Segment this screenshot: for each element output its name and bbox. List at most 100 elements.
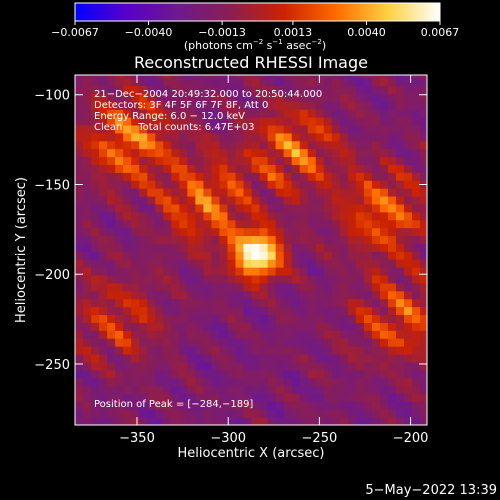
heatmap-cell [211, 235, 221, 244]
heatmap-cell [331, 211, 341, 221]
heatmap-cell [187, 195, 196, 205]
heatmap-cell [75, 93, 84, 102]
heatmap-cell [299, 314, 309, 323]
heatmap-cell [355, 243, 365, 252]
heatmap-cell [203, 369, 213, 379]
heatmap-cell [331, 409, 341, 418]
heatmap-cell [83, 251, 92, 260]
heatmap-cell [219, 132, 229, 142]
heatmap-cell [387, 409, 397, 418]
heatmap-cell [307, 235, 317, 244]
heatmap-cell [211, 259, 221, 268]
heatmap-cell [91, 85, 100, 94]
heatmap-cell [163, 109, 172, 118]
heatmap-cell [195, 219, 204, 229]
heatmap-cell [283, 148, 293, 158]
heatmap-cell [219, 117, 229, 126]
heatmap-cell [171, 75, 180, 79]
heatmap-cell [331, 298, 341, 308]
heatmap-cell [235, 180, 245, 189]
heatmap-cell [155, 117, 164, 126]
heatmap-cell [371, 180, 381, 189]
heatmap-cell [243, 377, 253, 387]
heatmap-cell [379, 117, 389, 126]
heatmap-cell [243, 180, 253, 189]
heatmap-cell [259, 401, 269, 410]
heatmap-cell [91, 211, 100, 221]
heatmap-cell [147, 369, 156, 379]
heatmap-cell [235, 377, 245, 387]
heatmap-cell [203, 164, 213, 173]
heatmap-cell [339, 282, 349, 292]
heatmap-cell [107, 282, 116, 292]
heatmap-cell [163, 101, 172, 110]
heatmap-cell [139, 101, 148, 110]
heatmap-cell [235, 85, 245, 94]
heatmap-cell [187, 330, 196, 339]
heatmap-cell [283, 401, 293, 410]
heatmap-cell [83, 109, 92, 118]
heatmap-cell [147, 338, 156, 347]
heatmap-cell [412, 346, 421, 355]
heatmap-cell [379, 259, 389, 268]
heatmap-cell [371, 361, 381, 371]
heatmap-cell [331, 385, 341, 395]
heatmap-cell [323, 259, 333, 268]
heatmap-cell [179, 140, 188, 150]
heatmap-cell [75, 140, 84, 150]
heatmap-cell [267, 203, 277, 213]
heatmap-cell [339, 401, 349, 410]
heatmap-cell [379, 338, 389, 347]
heatmap-cell [387, 385, 397, 395]
heatmap-cell [379, 274, 389, 284]
heatmap-cell [379, 211, 389, 221]
heatmap-cell [219, 156, 229, 165]
heatmap-cell [315, 156, 325, 165]
heatmap-cell [283, 93, 293, 102]
heatmap-cell [307, 401, 317, 410]
heatmap-cell [147, 282, 156, 292]
heatmap-cell [323, 251, 333, 260]
heatmap-cell [155, 401, 164, 410]
heatmap-cell [91, 259, 100, 268]
plot-frame [74, 74, 428, 426]
heatmap-cell [395, 306, 405, 316]
heatmap-cell [179, 85, 188, 94]
heatmap-cell [323, 132, 333, 142]
heatmap-cell [412, 409, 421, 418]
heatmap-cell [235, 369, 245, 379]
heatmap-cell [275, 235, 285, 244]
heatmap-cell [131, 117, 140, 126]
heatmap-cell [91, 298, 100, 308]
heatmap-cell [123, 314, 132, 323]
heatmap-cell [219, 353, 229, 363]
heatmap-cell [75, 298, 84, 308]
heatmap-cell [211, 401, 221, 410]
heatmap-cell [227, 211, 237, 221]
heatmap-cell [243, 290, 253, 300]
heatmap-cell [267, 235, 277, 244]
heatmap-cell [219, 109, 229, 118]
heatmap-cell [211, 140, 221, 150]
heatmap-cell [99, 140, 108, 150]
heatmap-cell [315, 75, 325, 79]
heatmap-cell [259, 211, 269, 221]
heatmap-cell [99, 188, 108, 197]
heatmap-cell [404, 346, 413, 355]
heatmap-cell [267, 188, 277, 197]
heatmap-cell [404, 409, 413, 418]
heatmap-cell [339, 235, 349, 244]
heatmap-cell [155, 338, 164, 347]
heatmap-cell [219, 75, 229, 79]
heatmap-cell [404, 377, 413, 387]
heatmap-cell [235, 109, 245, 118]
heatmap-cell [395, 274, 405, 284]
heatmap-cell [227, 156, 237, 165]
heatmap-cell [195, 377, 204, 387]
heatmap-cell [347, 164, 357, 173]
heatmap-cell [147, 377, 156, 387]
heatmap-cell [379, 346, 389, 355]
heatmap-cell [251, 148, 261, 158]
heatmap-cell [211, 109, 221, 118]
heatmap-cell [275, 101, 285, 110]
